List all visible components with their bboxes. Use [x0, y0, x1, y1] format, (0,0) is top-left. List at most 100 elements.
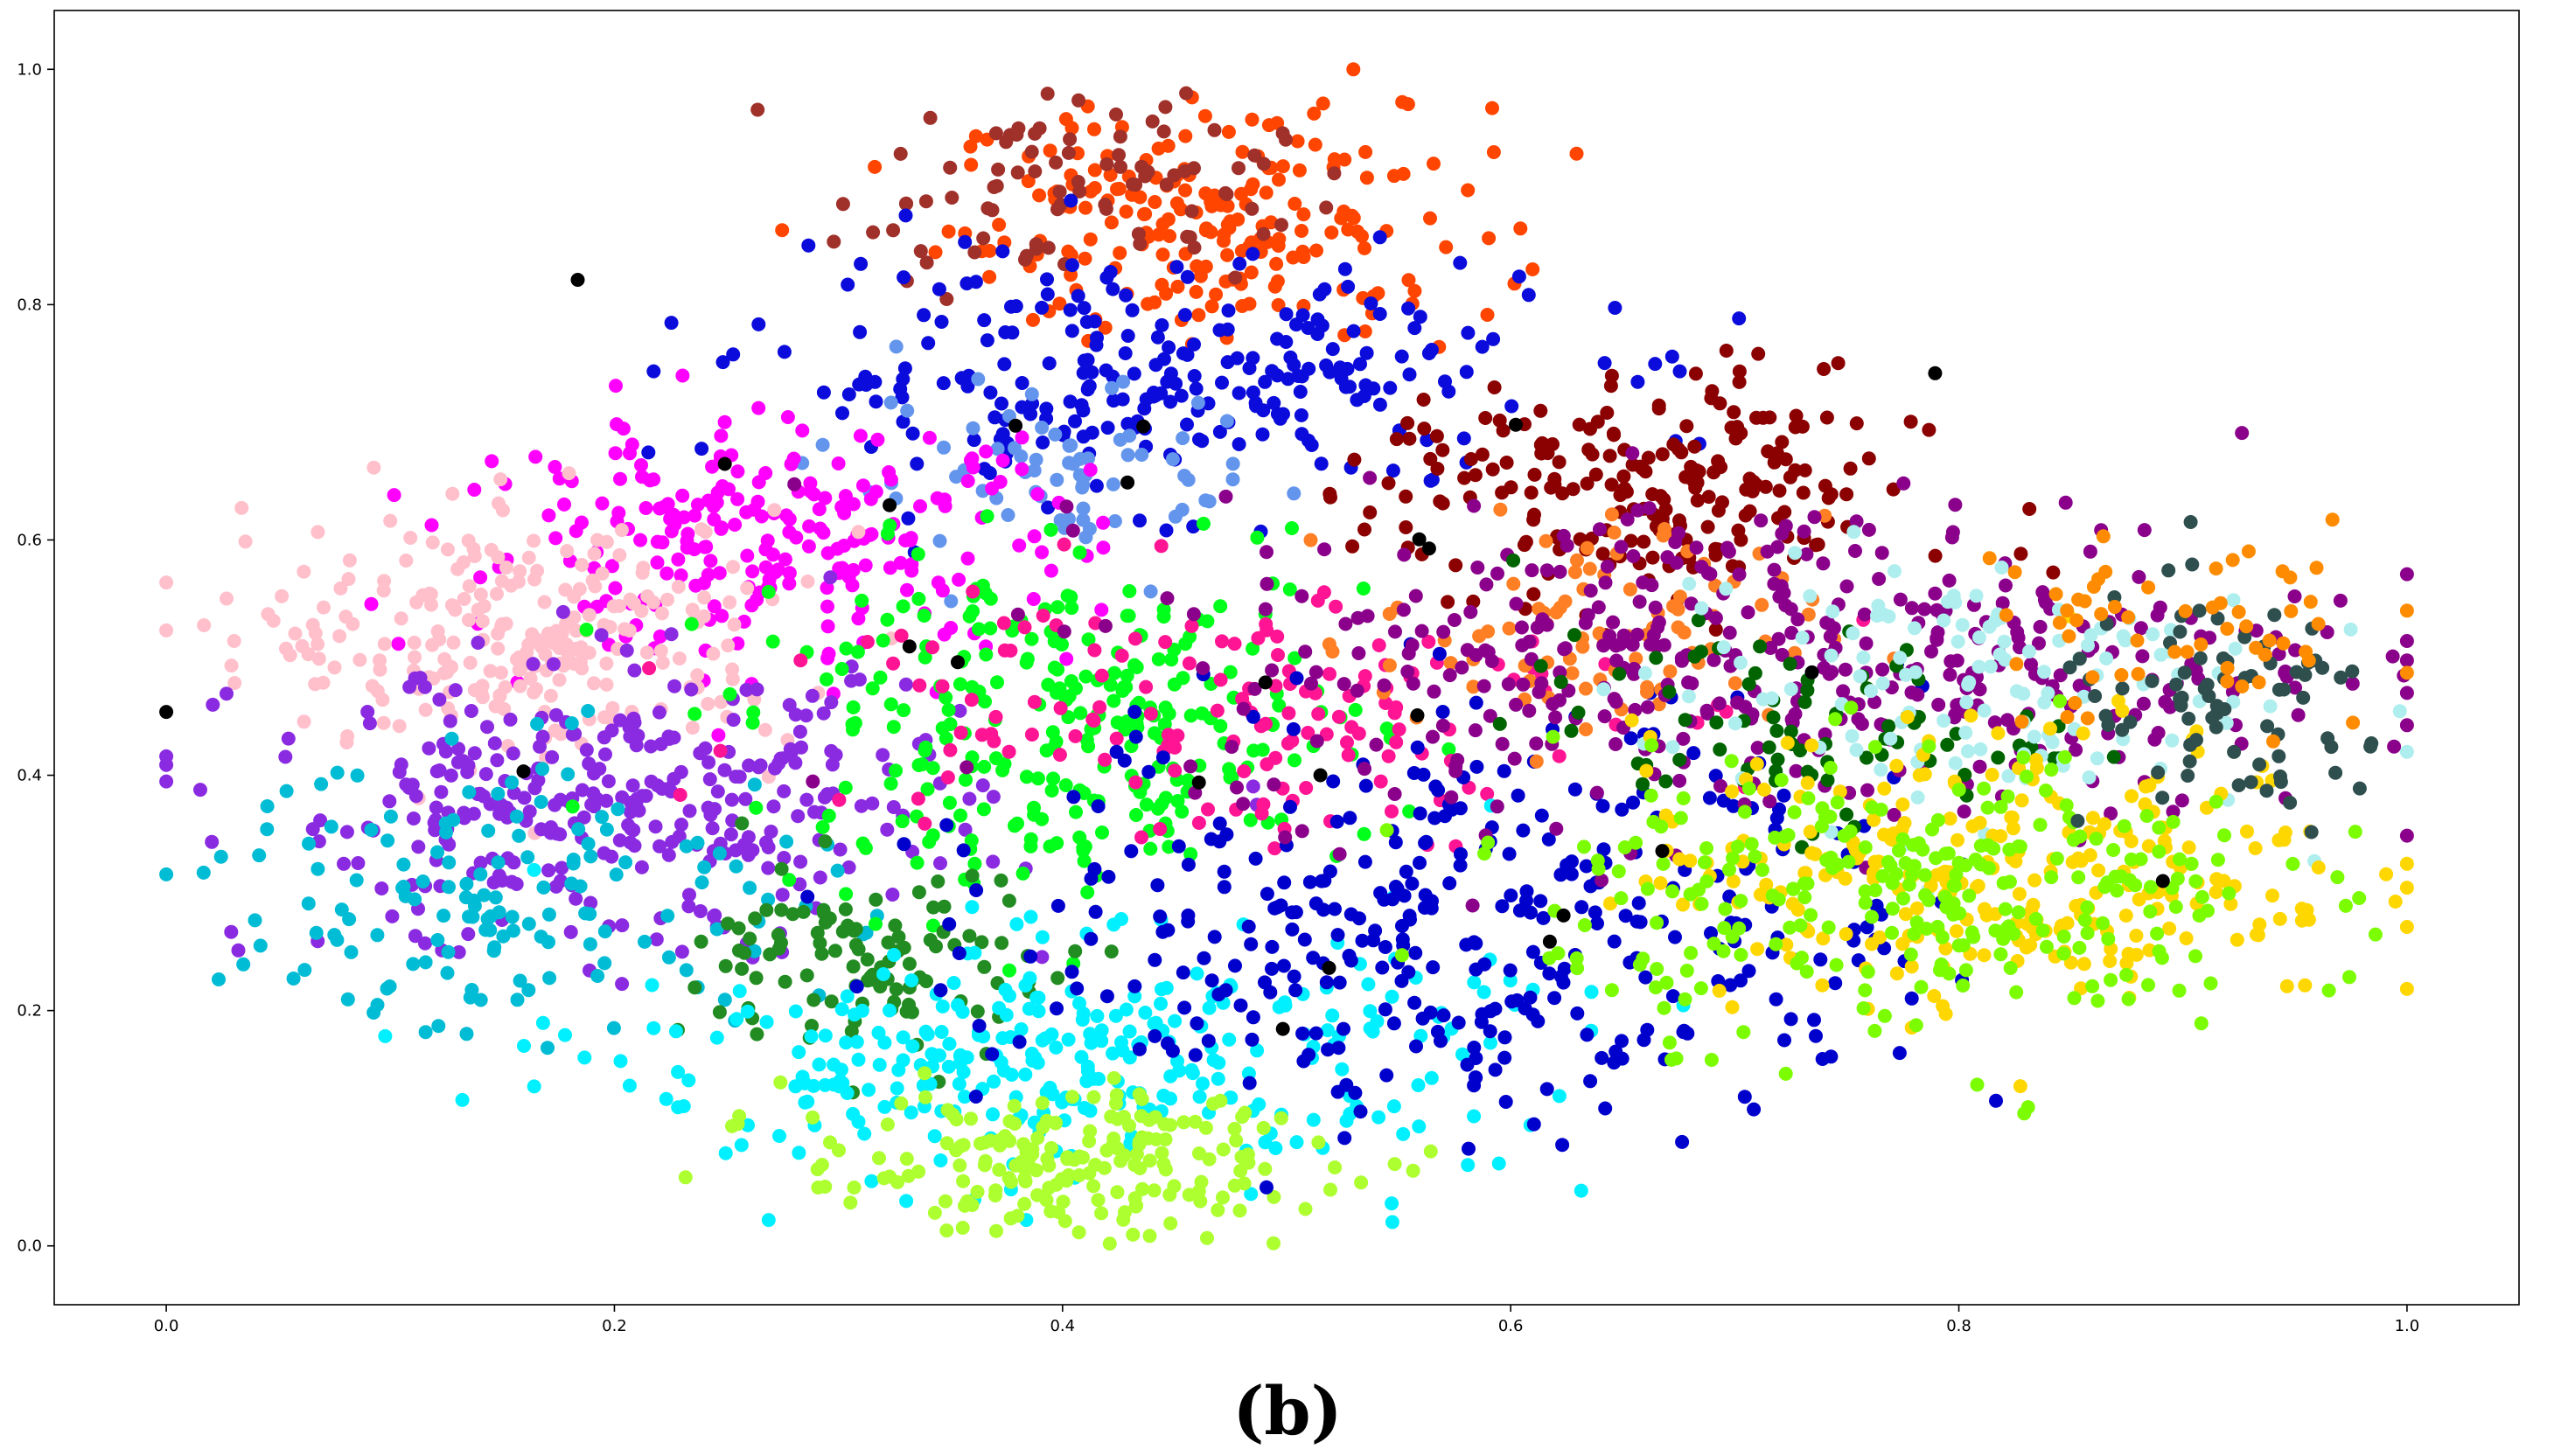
scatter-point [1964, 708, 1978, 723]
scatter-point [1026, 592, 1041, 606]
scatter-point [1348, 1085, 1363, 1100]
scatter-point [1672, 773, 1687, 788]
scatter-point [1094, 603, 1109, 617]
scatter-point [1830, 857, 1845, 872]
scatter-point [1475, 339, 1490, 354]
scatter-point [915, 757, 930, 772]
scatter-point [1015, 462, 1029, 477]
scatter-point [1289, 1135, 1304, 1150]
scatter-point [1010, 1209, 1025, 1223]
scatter-point [1145, 114, 1160, 129]
scatter-point [1604, 983, 1619, 998]
scatter-point [641, 445, 656, 460]
scatter-point [1322, 666, 1336, 681]
scatter-point [1570, 961, 1585, 976]
scatter-point [1017, 1196, 1032, 1211]
scatter-point [473, 867, 488, 881]
scatter-point [1322, 486, 1337, 501]
scatter-point [1225, 740, 1239, 754]
scatter-point [1182, 656, 1197, 671]
scatter-point [1328, 1160, 1343, 1174]
scatter-point [653, 644, 668, 658]
scatter-point [1512, 903, 1527, 918]
scatter-point [1664, 1052, 1678, 1067]
scatter-point [1338, 617, 1353, 631]
scatter-point [847, 1181, 862, 1195]
scatter-point [1129, 808, 1143, 822]
scatter-point [1433, 494, 1448, 509]
scatter-point [845, 578, 860, 593]
scatter-point [992, 218, 1007, 232]
scatter-point [1011, 121, 1026, 136]
scatter-point [1061, 145, 1076, 160]
scatter-point [865, 972, 880, 987]
scatter-point [982, 269, 997, 284]
scatter-point [1547, 477, 1562, 492]
scatter-point [1294, 824, 1309, 839]
scatter-point [1043, 143, 1057, 158]
scatter-point [846, 959, 861, 974]
scatter-point [1158, 791, 1173, 805]
scatter-point [813, 936, 827, 951]
scatter-point [1063, 394, 1078, 409]
scatter-point [1653, 489, 1668, 504]
scatter-point [831, 456, 846, 470]
scatter-point [1456, 431, 1471, 446]
scatter-point [1956, 979, 1971, 993]
scatter-point [566, 853, 581, 867]
scatter-point [811, 1181, 826, 1195]
scatter-point [1413, 855, 1427, 870]
scatter-point [994, 936, 1009, 951]
scatter-point [1169, 196, 1184, 211]
scatter-point [1909, 901, 1924, 916]
scatter-point [1553, 674, 1568, 689]
scatter-point [570, 273, 585, 287]
scatter-point [1877, 941, 1892, 956]
scatter-point [989, 1223, 1003, 1238]
scatter-point [459, 1027, 474, 1041]
scatter-point [766, 799, 781, 814]
scatter-point [1216, 1142, 1231, 1157]
scatter-point [1778, 1066, 1793, 1081]
scatter-point [1389, 432, 1404, 447]
scatter-point [1851, 712, 1866, 727]
scatter-point [1131, 226, 1146, 241]
scatter-point [1078, 251, 1092, 266]
scatter-point [1415, 1011, 1430, 1026]
scatter-point [587, 676, 601, 691]
scatter-point [521, 916, 536, 931]
scatter-point [2210, 611, 2225, 626]
scatter-point [866, 225, 881, 240]
scatter-point [1803, 589, 1818, 603]
scatter-point [582, 608, 597, 623]
scatter-point [1795, 630, 1810, 645]
scatter-point [1595, 873, 1609, 888]
scatter-point [943, 742, 958, 757]
scatter-point [2060, 603, 2075, 618]
scatter-point [812, 502, 827, 517]
scatter-point [671, 1064, 686, 1079]
scatter-point [1726, 874, 1741, 888]
scatter-point [1659, 975, 1674, 990]
scatter-point [1658, 502, 1673, 517]
scatter-point [1293, 385, 1308, 399]
scatter-point [279, 784, 294, 798]
scatter-point [1162, 340, 1176, 355]
scatter-point [439, 825, 453, 839]
scatter-point [1134, 830, 1148, 845]
scatter-point [1343, 907, 1358, 922]
scatter-point [1272, 232, 1287, 247]
scatter-point [782, 576, 797, 591]
scatter-point [2252, 757, 2267, 772]
scatter-point [1035, 421, 1050, 435]
scatter-point [712, 566, 727, 581]
scatter-point [965, 900, 980, 915]
scatter-point [684, 682, 699, 697]
scatter-point [1694, 601, 1709, 616]
scatter-point [897, 837, 911, 852]
scatter-point [1354, 1175, 1369, 1190]
scatter-point [446, 635, 461, 650]
scatter-point [1497, 1050, 1512, 1065]
scatter-point [1159, 178, 1174, 192]
scatter-point [1213, 599, 1228, 614]
